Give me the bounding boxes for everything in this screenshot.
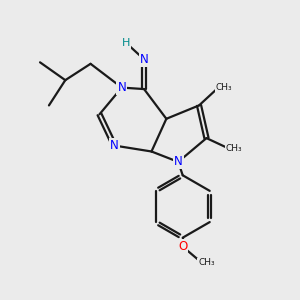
Text: H: H <box>122 38 130 48</box>
Text: N: N <box>140 53 148 66</box>
Text: CH₃: CH₃ <box>226 144 242 153</box>
Text: CH₃: CH₃ <box>198 258 215 267</box>
Text: O: O <box>178 240 187 253</box>
Text: N: N <box>110 139 119 152</box>
Text: N: N <box>117 81 126 94</box>
Text: CH₃: CH₃ <box>215 83 232 92</box>
Text: N: N <box>174 155 183 168</box>
